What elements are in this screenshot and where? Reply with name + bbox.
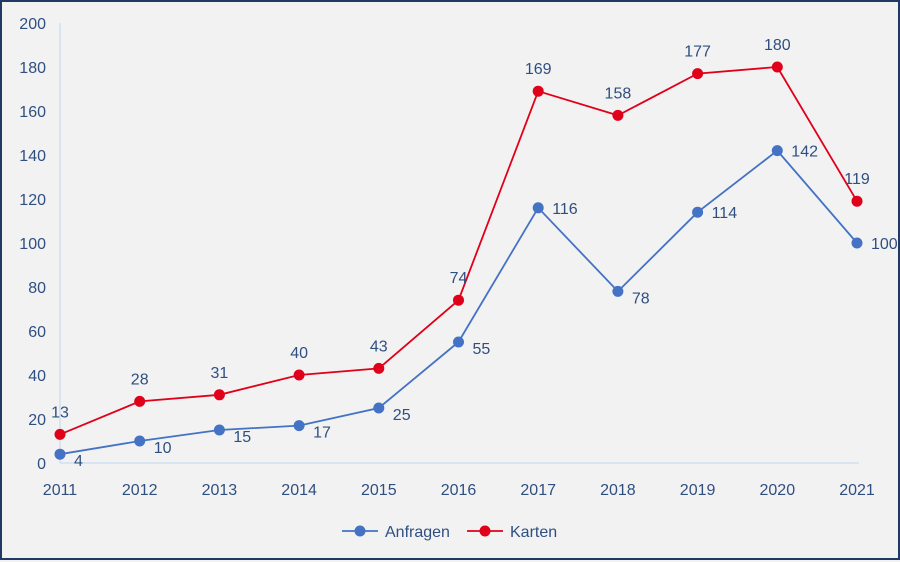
x-tick-label: 2012 bbox=[122, 482, 158, 499]
data-label: 43 bbox=[370, 338, 388, 355]
legend-marker bbox=[479, 525, 491, 537]
data-point bbox=[134, 395, 146, 407]
y-tick-label: 160 bbox=[19, 104, 46, 121]
x-tick-label: 2021 bbox=[839, 482, 875, 499]
data-point bbox=[851, 237, 863, 249]
data-label: 100 bbox=[871, 236, 898, 253]
data-point bbox=[612, 109, 624, 121]
x-tick-label: 2019 bbox=[680, 482, 716, 499]
data-label: 78 bbox=[632, 290, 650, 307]
y-tick-label: 180 bbox=[19, 60, 46, 77]
x-tick-label: 2016 bbox=[441, 482, 477, 499]
legend-marker bbox=[354, 525, 366, 537]
data-label: 55 bbox=[473, 341, 491, 358]
data-label: 40 bbox=[290, 345, 308, 362]
data-point bbox=[532, 202, 544, 214]
y-tick-label: 120 bbox=[19, 192, 46, 209]
data-point bbox=[213, 424, 225, 436]
data-point bbox=[134, 435, 146, 447]
data-label: 15 bbox=[233, 429, 251, 446]
x-tick-label: 2013 bbox=[202, 482, 238, 499]
data-label: 13 bbox=[51, 404, 69, 421]
data-point bbox=[453, 294, 464, 306]
data-point bbox=[213, 389, 225, 401]
y-tick-label: 200 bbox=[19, 16, 46, 33]
data-label: 116 bbox=[552, 201, 578, 218]
x-tick-label: 2014 bbox=[281, 482, 317, 499]
y-tick-label: 0 bbox=[37, 456, 46, 473]
data-point bbox=[692, 206, 704, 218]
y-tick-label: 40 bbox=[28, 368, 46, 385]
x-tick-label: 2018 bbox=[600, 482, 636, 499]
data-point bbox=[612, 285, 624, 297]
data-point bbox=[373, 362, 385, 374]
x-tick-label: 2011 bbox=[43, 482, 78, 499]
x-tick-label: 2020 bbox=[760, 482, 796, 499]
data-label: 119 bbox=[844, 171, 870, 188]
data-label: 74 bbox=[450, 270, 468, 287]
y-tick-label: 100 bbox=[19, 236, 46, 253]
data-label: 28 bbox=[131, 371, 149, 388]
data-point bbox=[54, 428, 66, 440]
data-label: 17 bbox=[313, 425, 331, 442]
data-label: 114 bbox=[712, 205, 738, 222]
series-line-karten bbox=[59, 66, 858, 436]
data-point bbox=[453, 336, 464, 348]
data-point bbox=[373, 402, 385, 414]
y-tick-label: 80 bbox=[28, 280, 46, 297]
data-point bbox=[293, 420, 305, 432]
data-label: 31 bbox=[211, 365, 229, 382]
data-label: 142 bbox=[791, 144, 818, 161]
data-point bbox=[54, 448, 66, 460]
data-label: 4 bbox=[74, 453, 83, 470]
data-point bbox=[771, 145, 783, 157]
x-tick-label: 2015 bbox=[361, 482, 397, 499]
data-label: 169 bbox=[525, 61, 552, 78]
data-label: 25 bbox=[393, 407, 411, 424]
x-tick-label: 2017 bbox=[520, 482, 556, 499]
data-label: 10 bbox=[154, 440, 172, 457]
y-tick-label: 60 bbox=[28, 324, 46, 341]
data-point bbox=[771, 61, 783, 73]
data-point bbox=[293, 369, 305, 381]
data-label: 180 bbox=[764, 37, 791, 54]
data-point bbox=[692, 68, 704, 80]
data-label: 158 bbox=[605, 85, 632, 102]
data-point bbox=[532, 85, 544, 97]
legend-label: Karten bbox=[510, 524, 557, 541]
data-label: 177 bbox=[684, 44, 711, 61]
y-tick-label: 140 bbox=[19, 148, 46, 165]
data-point bbox=[851, 195, 863, 207]
y-tick-label: 20 bbox=[28, 412, 46, 429]
legend-label: Anfragen bbox=[385, 524, 450, 541]
